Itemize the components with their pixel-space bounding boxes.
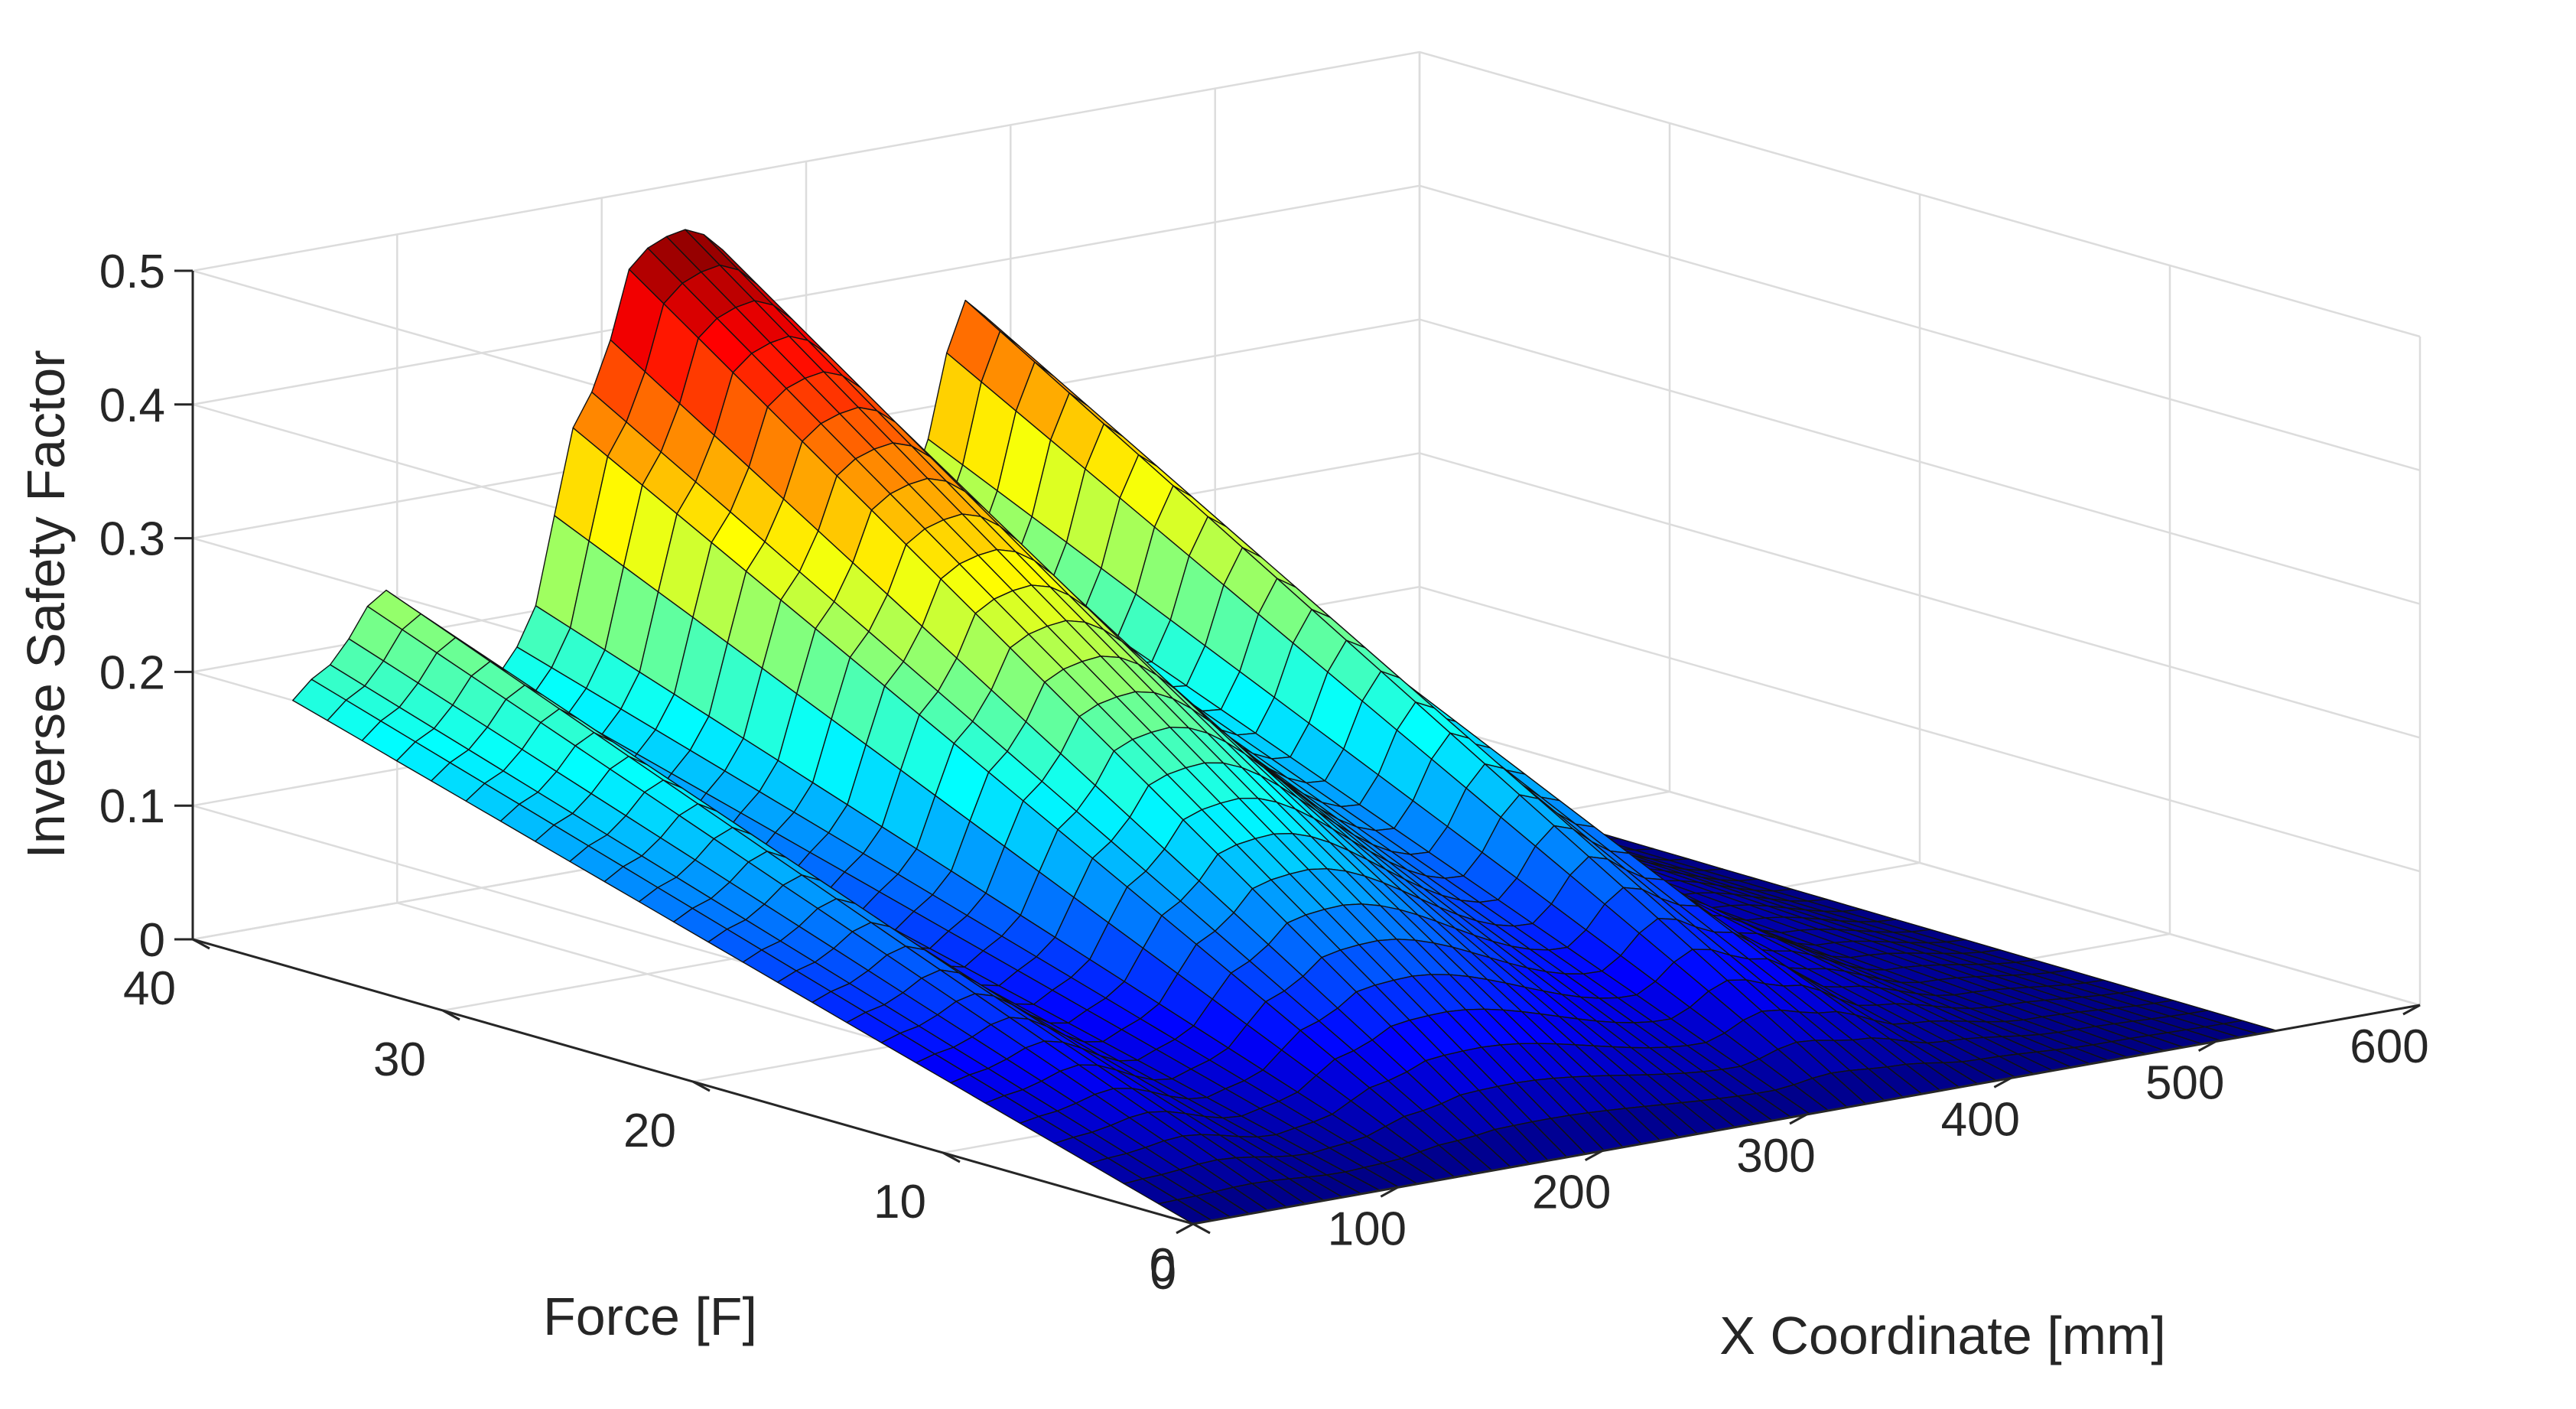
- y-tick-label: 10: [873, 1176, 926, 1228]
- z-tick-label: 0.2: [99, 646, 165, 699]
- x-tick-mark: [1993, 1077, 2012, 1088]
- z-gridline: [192, 50, 2421, 338]
- x-tick-label: 200: [1532, 1167, 1611, 1219]
- x-tick-label: 0: [1150, 1239, 1176, 1292]
- z-axis-label: Inverse Safety Factor: [16, 350, 76, 858]
- y-tick-mark: [692, 1080, 711, 1092]
- x-tick-label: 600: [2350, 1020, 2428, 1073]
- y-tick-mark: [192, 938, 210, 950]
- tick-labels: 010020030040050060001020304000.10.20.30.…: [99, 246, 2429, 1300]
- y-tick-label: 20: [623, 1105, 676, 1157]
- x-tick-label: 500: [2145, 1057, 2224, 1110]
- x-tick-mark: [1176, 1222, 1194, 1235]
- y-tick-label: 0: [1150, 1247, 1176, 1300]
- y-tick-mark: [1192, 1222, 1211, 1235]
- y-tick-mark: [442, 1009, 460, 1021]
- z-tick-label: 0.5: [99, 246, 165, 298]
- x-tick-mark: [1584, 1150, 1603, 1161]
- z-tick-label: 0: [139, 914, 165, 967]
- x-tick-label: 100: [1328, 1202, 1407, 1255]
- y-tick-label: 40: [123, 962, 176, 1015]
- surface-mesh: [292, 229, 2278, 1225]
- x-tick-mark: [2197, 1040, 2217, 1052]
- x-tick-mark: [1380, 1186, 1399, 1198]
- y-axis-label: Force [F]: [543, 1287, 757, 1346]
- x-tick-label: 300: [1736, 1130, 1815, 1183]
- z-gridline: [192, 184, 2421, 472]
- z-gridline: [192, 318, 2421, 605]
- y-tick-label: 30: [373, 1033, 426, 1086]
- x-tick-mark: [2402, 1004, 2421, 1016]
- x-tick-mark: [1789, 1113, 1807, 1125]
- z-tick-label: 0.4: [99, 379, 165, 432]
- x-axis-label: X Coordinate [mm]: [1719, 1306, 2166, 1365]
- z-tick-label: 0.3: [99, 513, 165, 566]
- z-tick-label: 0.1: [99, 780, 165, 833]
- x-tick-label: 400: [1941, 1093, 2020, 1146]
- y-tick-mark: [942, 1151, 961, 1163]
